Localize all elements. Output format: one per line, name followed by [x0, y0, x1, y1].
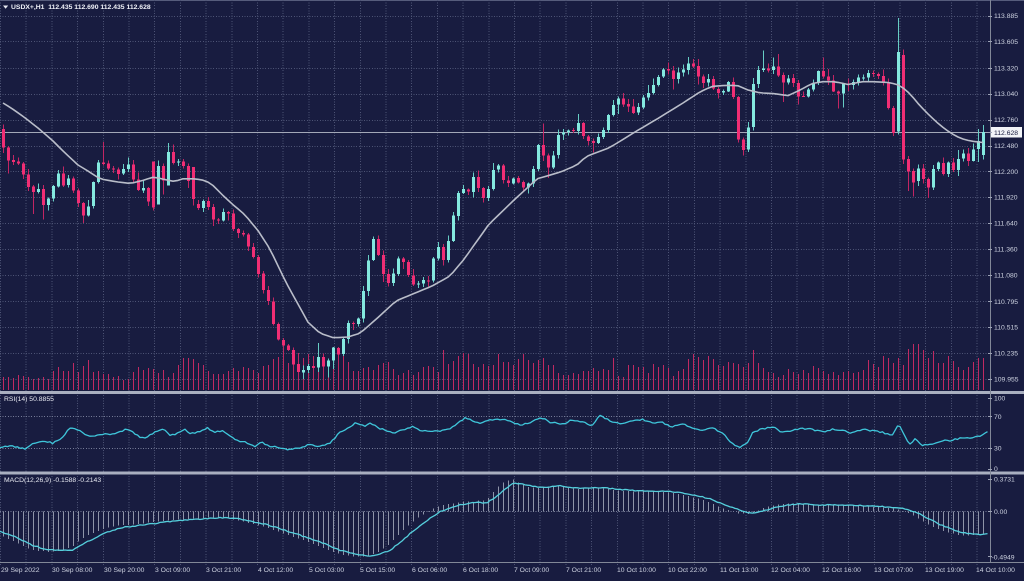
svg-text:100: 100	[994, 396, 1006, 403]
svg-text:5 Oct 03:00: 5 Oct 03:00	[309, 567, 344, 574]
svg-text:12 Oct 04:00: 12 Oct 04:00	[771, 567, 810, 574]
svg-text:70: 70	[994, 414, 1002, 421]
svg-text:10 Oct 10:00: 10 Oct 10:00	[617, 567, 656, 574]
svg-text:111.360: 111.360	[994, 247, 1018, 254]
svg-text:10 Oct 22:00: 10 Oct 22:00	[668, 567, 707, 574]
svg-text:109.955: 109.955	[994, 376, 1019, 383]
svg-text:113.040: 113.040	[994, 91, 1018, 98]
svg-text:-0.4949: -0.4949	[992, 555, 1015, 562]
svg-text:11 Oct 13:00: 11 Oct 13:00	[720, 567, 759, 574]
svg-text:13 Oct 19:00: 13 Oct 19:00	[925, 567, 964, 574]
svg-text:112.480: 112.480	[994, 143, 1018, 150]
svg-text:113.605: 113.605	[994, 39, 1018, 46]
svg-text:113.885: 113.885	[994, 13, 1018, 20]
svg-text:0.3731: 0.3731	[994, 477, 1015, 484]
svg-text:5 Oct 15:00: 5 Oct 15:00	[360, 567, 395, 574]
svg-text:110.795: 110.795	[994, 299, 1018, 306]
svg-text:112.200: 112.200	[994, 169, 1018, 176]
svg-text:111.920: 111.920	[994, 195, 1018, 202]
svg-text:110.235: 110.235	[994, 351, 1018, 358]
svg-text:3 Oct 21:00: 3 Oct 21:00	[206, 567, 241, 574]
svg-text:7 Oct 09:00: 7 Oct 09:00	[514, 567, 549, 574]
svg-text:3 Oct 09:00: 3 Oct 09:00	[155, 567, 190, 574]
svg-text:30: 30	[994, 446, 1002, 453]
svg-text:0.00: 0.00	[994, 509, 1007, 516]
svg-text:12 Oct 16:00: 12 Oct 16:00	[822, 567, 861, 574]
svg-text:111.080: 111.080	[994, 272, 1018, 279]
svg-text:RSI(14) 50.8855: RSI(14) 50.8855	[4, 396, 54, 403]
svg-text:113.320: 113.320	[994, 65, 1018, 72]
svg-text:111.640: 111.640	[994, 221, 1018, 228]
svg-text:0: 0	[994, 466, 998, 473]
svg-text:MACD(12,26,9) -0.1588 -0.2143: MACD(12,26,9) -0.1588 -0.2143	[4, 477, 101, 484]
svg-text:6 Oct 06:00: 6 Oct 06:00	[412, 567, 447, 574]
svg-text:112.760: 112.760	[994, 117, 1018, 124]
svg-text:14 Oct 10:00: 14 Oct 10:00	[976, 567, 1015, 574]
svg-text:110.515: 110.515	[994, 325, 1018, 332]
svg-text:USDX+,H1 112.435 112.690 112.: USDX+,H1 112.435 112.690 112.435 112.628	[11, 4, 151, 11]
svg-text:30 Sep 20:00: 30 Sep 20:00	[104, 567, 145, 574]
svg-text:29 Sep 2022: 29 Sep 2022	[1, 567, 40, 574]
svg-text:4 Oct 12:00: 4 Oct 12:00	[258, 567, 293, 574]
svg-text:112.628: 112.628	[994, 130, 1018, 137]
svg-text:13 Oct 07:00: 13 Oct 07:00	[874, 567, 913, 574]
svg-text:30 Sep 08:00: 30 Sep 08:00	[52, 567, 93, 574]
svg-text:6 Oct 18:00: 6 Oct 18:00	[463, 567, 498, 574]
svg-text:7 Oct 21:00: 7 Oct 21:00	[566, 567, 601, 574]
